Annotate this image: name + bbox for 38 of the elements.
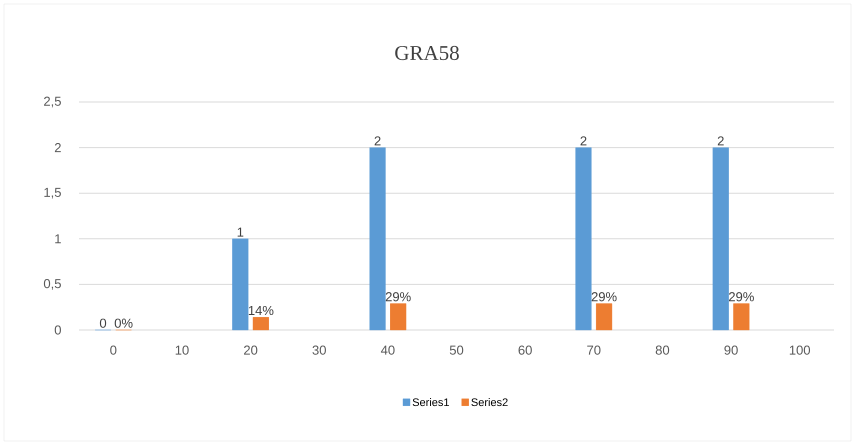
y-tick-label: 1	[55, 234, 61, 244]
y-tick-label: 0,5	[44, 279, 61, 290]
y-tick-label: 0	[54, 325, 61, 335]
x-tick-label: 20	[244, 346, 258, 355]
x-tick-label: 50	[450, 346, 464, 355]
bar	[252, 317, 269, 330]
y-tick-label: 2,5	[44, 96, 61, 108]
data-label: 29%	[728, 292, 754, 302]
x-tick-label: 40	[380, 346, 395, 355]
x-tick-label: 90	[724, 346, 738, 355]
bar	[596, 303, 612, 330]
y-tick-label: 1,5	[44, 188, 61, 199]
y-tick-label: 2	[54, 143, 61, 152]
x-tick-label: 80	[656, 346, 670, 355]
bar	[575, 147, 592, 330]
legend-label: Series1	[412, 398, 449, 406]
data-label: 2	[374, 136, 381, 146]
data-label: 0	[100, 318, 106, 328]
x-tick-label: 10	[176, 346, 189, 355]
data-label: 2	[580, 136, 586, 146]
x-tick-label: 70	[587, 346, 600, 355]
data-label: 2	[718, 136, 724, 146]
x-tick-label: 60	[518, 346, 532, 355]
data-label: 1	[238, 228, 244, 237]
bar	[390, 303, 406, 330]
data-label: 29%	[386, 292, 411, 302]
x-tick-label: 30	[312, 346, 326, 355]
bar	[733, 303, 750, 330]
chart-title: GRA58	[395, 46, 459, 60]
data-label: 0%	[114, 318, 133, 328]
data-label: 29%	[592, 292, 617, 302]
x-tick-label: 0	[110, 346, 116, 355]
legend-label: Series2	[471, 398, 508, 406]
x-tick-label: 100	[790, 346, 810, 355]
bar	[232, 238, 248, 330]
data-label: 14%	[248, 306, 274, 316]
bar	[369, 147, 386, 330]
bar	[712, 147, 729, 330]
